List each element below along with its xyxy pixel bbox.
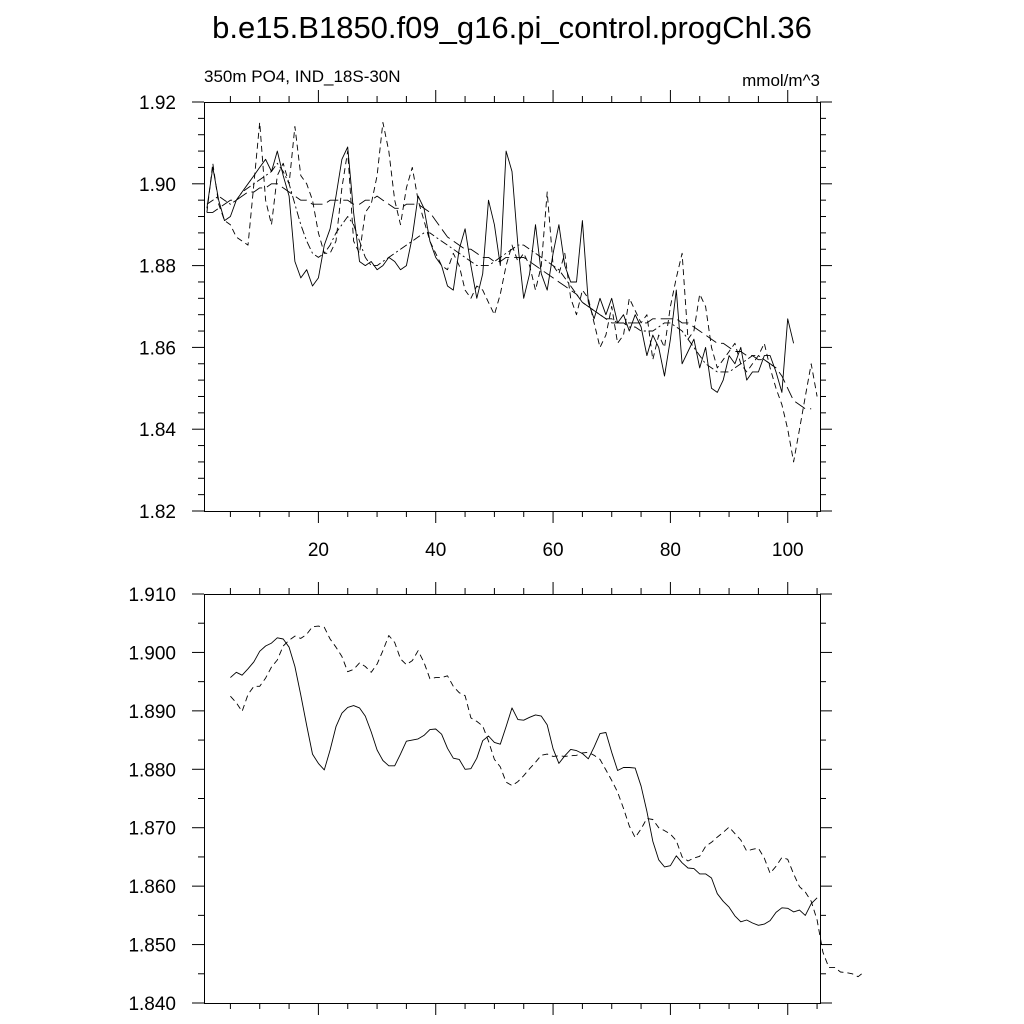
top-x-tick-label: 60 (542, 540, 563, 561)
top-y-tick-label: 1.86 (139, 338, 176, 359)
top-plot-frame (204, 102, 821, 512)
top-y-tick-label: 1.84 (139, 420, 176, 441)
bottom-y-tick-label: 1.890 (128, 702, 176, 723)
top-y-tick-label: 1.90 (139, 175, 176, 196)
top-x-tick-label: 80 (660, 540, 681, 561)
top-x-tick-label: 20 (308, 540, 329, 561)
bottom-plot-frame (204, 594, 821, 1004)
bottom-y-tick-label: 1.910 (128, 585, 176, 606)
bottom-series-dashed (230, 625, 865, 978)
top-panel: 350m PO4, IND_18S-30N mmol/m^3 20 40 60 80 1… (139, 67, 832, 561)
figure-title: b.e15.B1850.f09_g16.pi_control.progChl.3… (212, 10, 812, 45)
top-y-tick-label: 1.88 (139, 257, 176, 278)
bottom-y-tick-label: 1.860 (128, 877, 176, 898)
top-x-tick-label: 40 (425, 540, 446, 561)
bottom-panel: 1.840 1.850 1.860 1.870 1.880 1.890 1.900 1.910 (128, 582, 865, 1015)
top-series-solid (206, 146, 795, 393)
top-series-dotdash (206, 162, 777, 373)
top-y-tick-label: 1.92 (139, 93, 176, 114)
top-series-dashed (206, 121, 818, 463)
top-x-tick-label: 100 (772, 540, 804, 561)
bottom-series-solid (230, 637, 818, 926)
bottom-y-tick-label: 1.880 (128, 760, 176, 781)
top-panel-units-label: mmol/m^3 (742, 71, 820, 90)
bottom-y-tick-label: 1.870 (128, 819, 176, 840)
top-panel-left-label: 350m PO4, IND_18S-30N (204, 67, 401, 86)
bottom-y-tick-label: 1.850 (128, 936, 176, 957)
top-y-tick-label: 1.82 (139, 502, 176, 523)
bottom-y-tick-label: 1.840 (128, 994, 176, 1015)
bottom-y-tick-label: 1.900 (128, 643, 176, 664)
top-series-longdash (206, 183, 812, 410)
